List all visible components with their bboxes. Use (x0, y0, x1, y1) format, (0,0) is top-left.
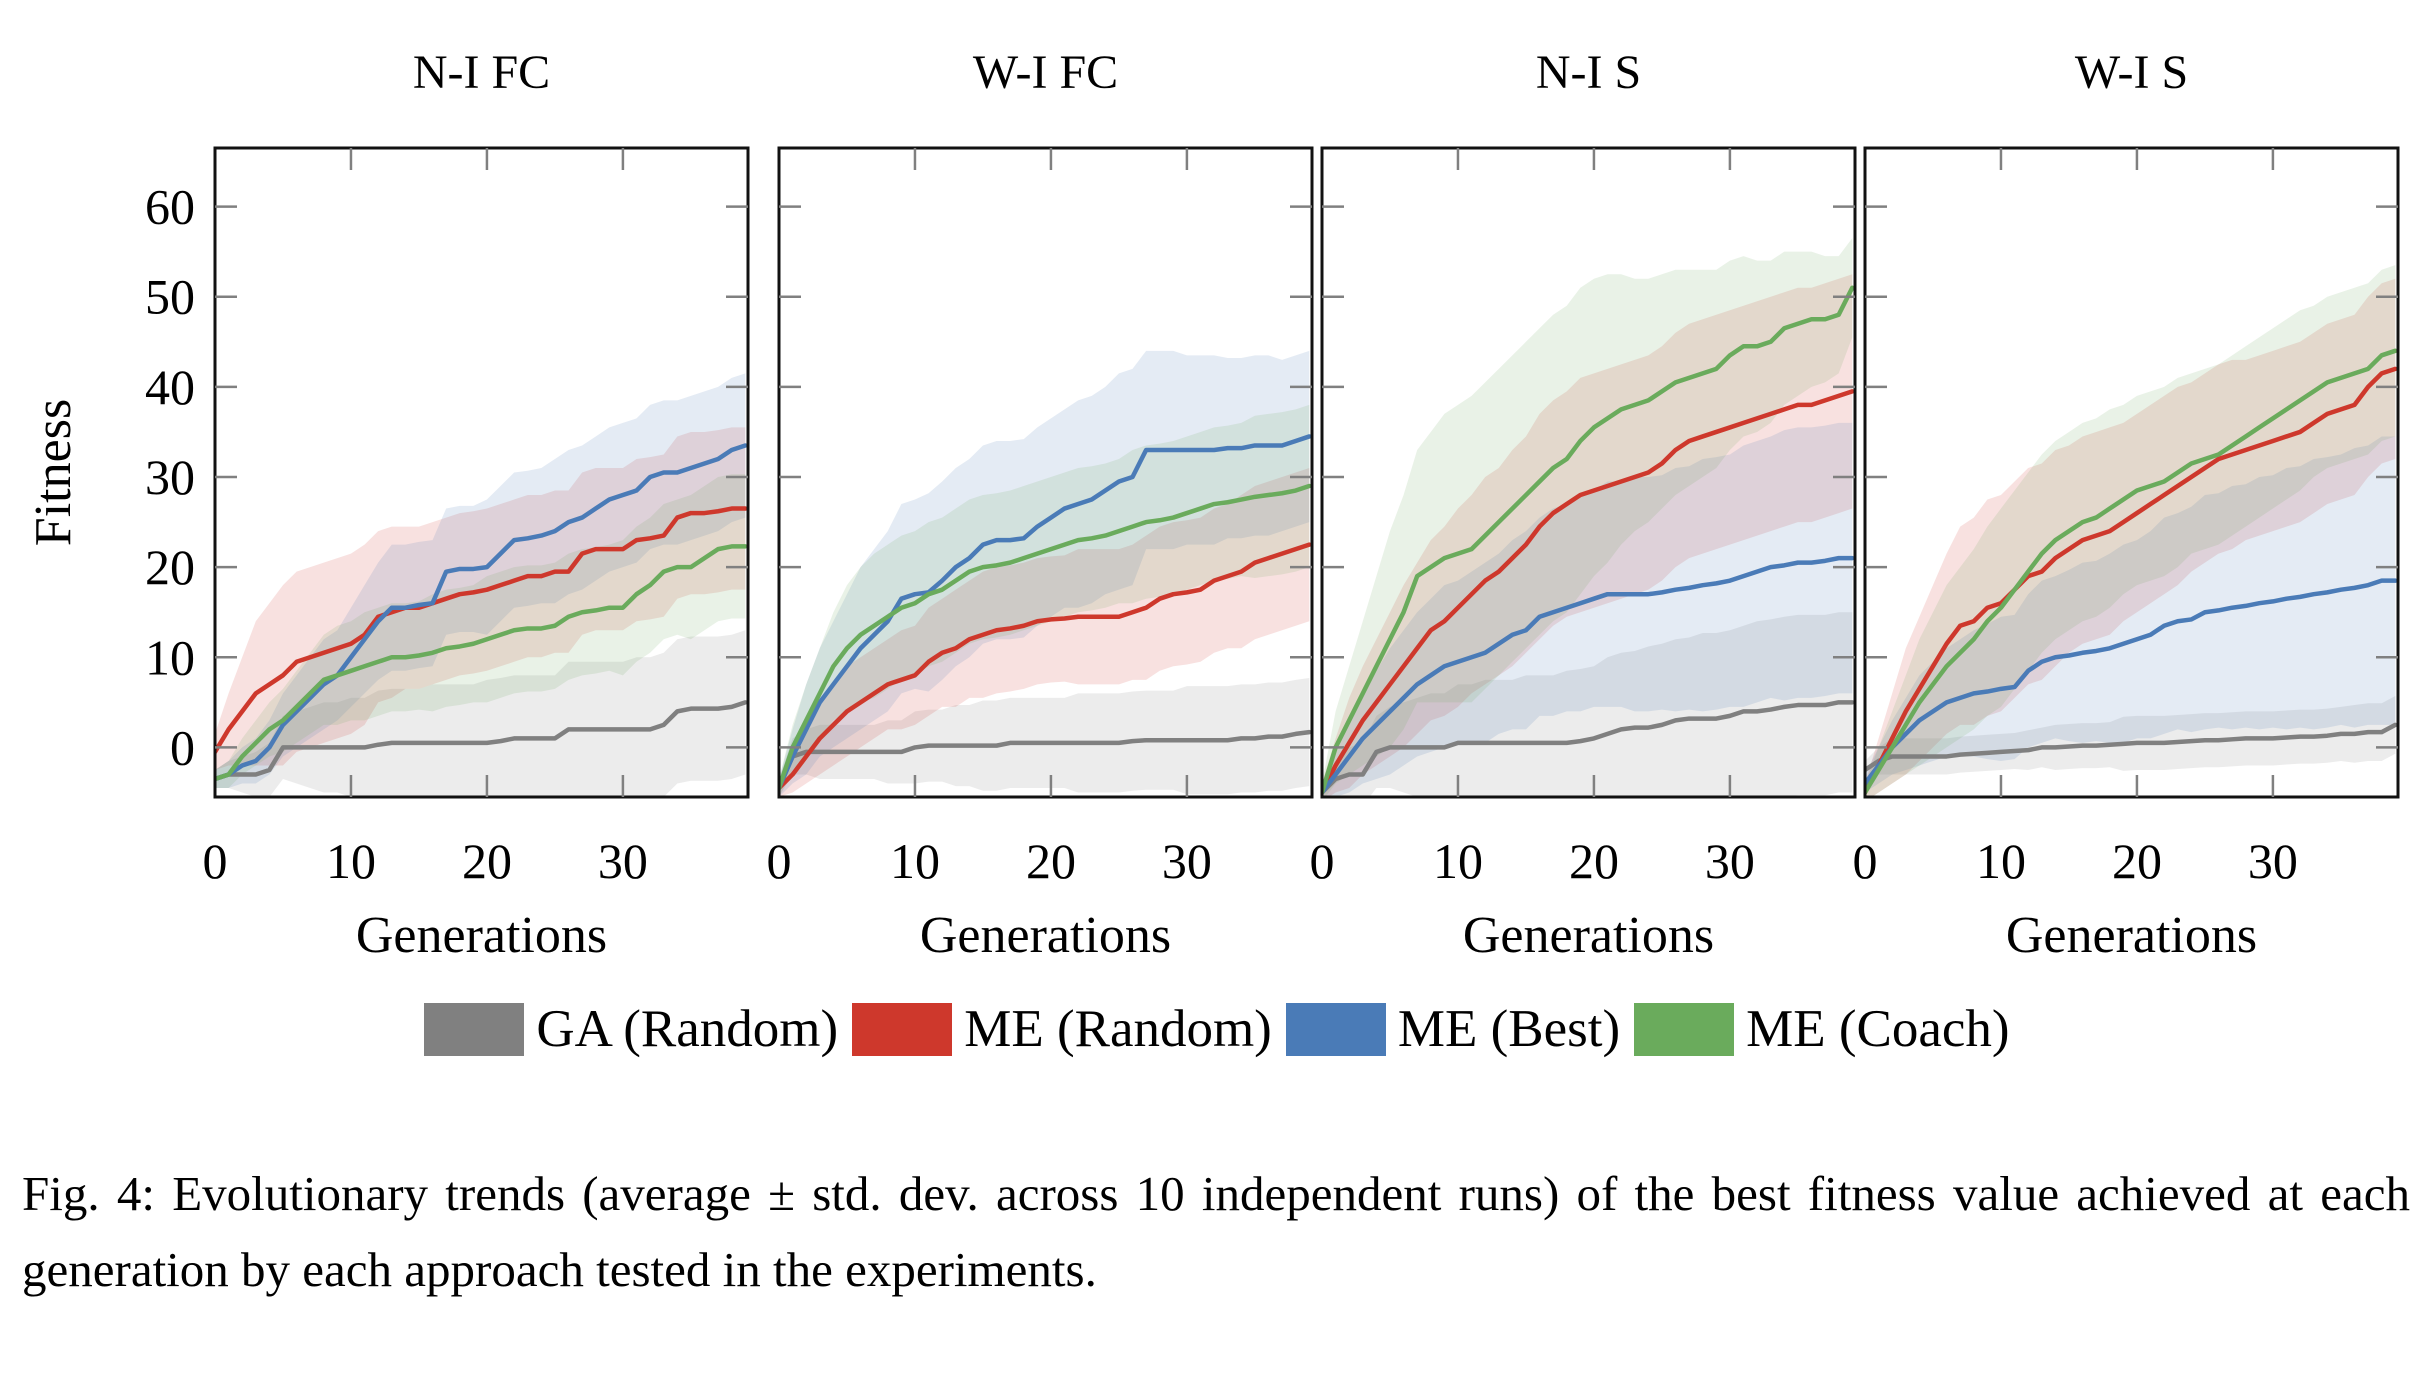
x-tick-label: 20 (2112, 833, 2162, 889)
axes-frame-n-i-s (1320, 146, 1857, 799)
y-tick-label: 0 (170, 719, 195, 775)
band-ga-random (780, 678, 1310, 795)
legend: GA (Random) ME (Random) ME (Best) ME (Co… (0, 994, 2434, 1064)
legend-label-me-random: ME (Random) (964, 1000, 1272, 1058)
y-tick-label: 30 (145, 449, 195, 505)
band-me-best (780, 350, 1310, 796)
x-tick-label: 20 (462, 833, 512, 889)
x-tick-label: 20 (1026, 833, 1076, 889)
axes-frame-w-i-fc (777, 146, 1314, 799)
x-tick-label: 0 (767, 833, 792, 889)
x-tick-label: 10 (1433, 833, 1483, 889)
panel-title-w-i-s: W-I S (2075, 46, 2188, 99)
y-tick-label: 50 (145, 269, 195, 325)
line-me-best (1323, 555, 1854, 795)
line-me-best (780, 434, 1311, 790)
line-ga-random (780, 729, 1311, 790)
band-me-coach (1866, 265, 2396, 796)
legend-item-me-best: ME (Best) (1285, 999, 1621, 1059)
figure: 0 10 20 30 0 10 20 30 40 50 60 N-I FC Generations 0 10… (0, 46, 2434, 1298)
panel-w-i-s (1866, 265, 2397, 796)
band-ga-random (216, 630, 746, 796)
x-tick-label: 30 (2248, 833, 2298, 889)
panel-n-i-fc (216, 373, 747, 796)
line-me-best (216, 443, 747, 781)
x-axis-label-w-i-fc: Generations (920, 907, 1171, 964)
line-me-coach (1866, 348, 2397, 795)
legend-swatch-me-best (1285, 1002, 1386, 1056)
legend-swatch-me-coach (1634, 1002, 1735, 1056)
y-tick-label: 60 (145, 179, 195, 235)
legend-item-me-random: ME (Random) (852, 999, 1272, 1059)
line-me-random (1866, 366, 2397, 795)
x-tick-label: 10 (326, 833, 376, 889)
band-me-best (216, 373, 746, 788)
y-tick-label: 20 (145, 539, 195, 595)
evolutionary-trends-chart: 0 10 20 30 0 10 20 30 40 50 60 N-I FC Generations 0 10… (25, 46, 2400, 964)
line-me-random (216, 506, 747, 754)
axes-frame-n-i-fc (213, 146, 750, 799)
band-me-coach (216, 474, 746, 788)
y-tick-label: 40 (145, 359, 195, 415)
x-tick-label: 0 (203, 833, 228, 889)
x-tick-label: 30 (1705, 833, 1755, 889)
line-me-coach (216, 544, 747, 781)
legend-swatch-ga-random (424, 1002, 525, 1056)
panel-title-n-i-s: N-I S (1536, 46, 1641, 99)
line-ga-random (1323, 700, 1854, 795)
band-me-random (1866, 278, 2396, 796)
band-me-random (1323, 274, 1853, 796)
x-tick-label: 0 (1853, 833, 1878, 889)
band-me-best (1866, 436, 2396, 792)
legend-item-ga-random: GA (Random) (424, 999, 838, 1059)
x-axis-label-n-i-s: Generations (1463, 907, 1714, 964)
line-ga-random (1866, 722, 2397, 772)
panel-n-i-s (1323, 238, 1854, 796)
band-me-best (1323, 422, 1853, 796)
axes-frame-w-i-s (1863, 146, 2400, 799)
panel-w-i-fc (780, 350, 1311, 796)
band-ga-random (1866, 696, 2396, 779)
band-me-coach (1323, 238, 1853, 796)
x-tick-label: 20 (1569, 833, 1619, 889)
x-axis-label-n-i-fc: Generations (356, 907, 607, 964)
x-tick-label: 10 (1976, 833, 2026, 889)
line-me-coach (780, 483, 1311, 790)
band-me-random (216, 427, 746, 770)
legend-label-me-coach: ME (Coach) (1746, 1000, 2010, 1058)
x-tick-label: 30 (598, 833, 648, 889)
line-me-coach (1323, 285, 1854, 795)
line-ga-random (216, 700, 747, 781)
y-axis-label: Fitness (25, 399, 82, 546)
legend-label-me-best: ME (Best) (1397, 1000, 1621, 1058)
x-tick-label: 30 (1162, 833, 1212, 889)
line-me-random (780, 542, 1311, 790)
legend-label-ga-random: GA (Random) (536, 1000, 839, 1058)
line-me-best (1866, 578, 2397, 786)
y-tick-label: 10 (145, 629, 195, 685)
legend-item-me-coach: ME (Coach) (1634, 999, 2010, 1059)
x-tick-label: 10 (890, 833, 940, 889)
x-tick-label: 0 (1310, 833, 1335, 889)
legend-swatch-me-random (852, 1002, 953, 1056)
line-me-random (1323, 389, 1854, 795)
band-me-random (780, 467, 1310, 796)
x-axis-label-w-i-s: Generations (2006, 907, 2257, 964)
figure-caption: Fig. 4: Evolutionary trends (average ± s… (22, 1166, 2410, 1298)
panel-title-n-i-fc: N-I FC (413, 46, 550, 99)
panel-title-w-i-fc: W-I FC (973, 46, 1118, 99)
band-me-coach (780, 404, 1310, 795)
band-ga-random (1323, 612, 1853, 796)
